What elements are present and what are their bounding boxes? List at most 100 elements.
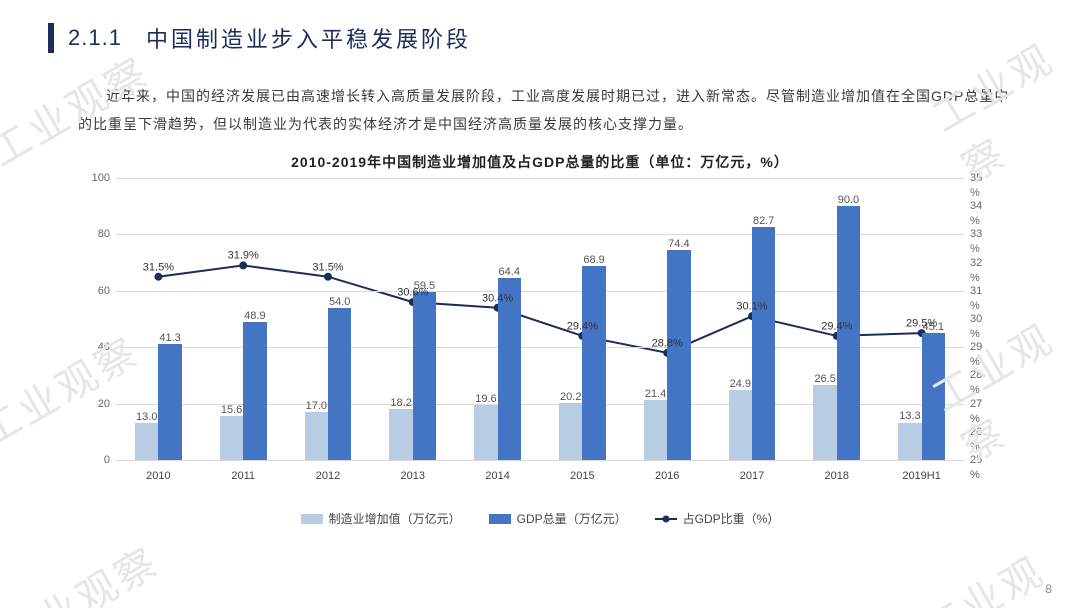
section-number: 2.1.1 bbox=[68, 25, 122, 51]
line-point-label: 31.5% bbox=[143, 261, 174, 273]
bar-label-gdp: 48.9 bbox=[244, 310, 265, 322]
section-title: 中国制造业步入平稳发展阶段 bbox=[146, 22, 471, 54]
line-point bbox=[239, 261, 247, 269]
line-point-label: 31.9% bbox=[228, 250, 259, 262]
line-point-label: 29.4% bbox=[821, 320, 852, 332]
y-right-tick: 31 bbox=[970, 285, 1000, 297]
line-point-label: 29.5% bbox=[906, 317, 937, 329]
y-right-tick: 33 bbox=[970, 228, 1000, 240]
y-right-tick-unit: % bbox=[970, 272, 1000, 284]
x-tick-label: 2015 bbox=[570, 470, 594, 482]
bar-mfg-value-added bbox=[898, 423, 921, 461]
y-right-tick-unit: % bbox=[970, 441, 1000, 453]
bar-label-gdp: 82.7 bbox=[753, 215, 774, 227]
line-point bbox=[324, 273, 332, 281]
bar-label-gdp: 74.4 bbox=[668, 238, 689, 250]
legend-label: 制造业增加值（万亿元） bbox=[329, 510, 461, 527]
bar-label-gdp: 54.0 bbox=[329, 296, 350, 308]
y-right-tick: 25 bbox=[970, 454, 1000, 466]
y-left-tick: 0 bbox=[80, 454, 110, 466]
y-right-tick-unit: % bbox=[970, 300, 1000, 312]
line-point-label: 31.5% bbox=[312, 261, 343, 273]
bar-mfg-value-added bbox=[305, 412, 328, 460]
y-right-tick-unit: % bbox=[970, 187, 1000, 199]
chart-legend: 制造业增加值（万亿元） GDP总量（万亿元） 占GDP比重（%） bbox=[78, 510, 1002, 527]
bar-label-mfg: 13.3 bbox=[899, 410, 920, 422]
x-tick-label: 2012 bbox=[316, 470, 340, 482]
y-left-tick: 80 bbox=[80, 228, 110, 240]
y-right-tick-unit: % bbox=[970, 384, 1000, 396]
x-tick-label: 2016 bbox=[655, 470, 679, 482]
bar-mfg-value-added bbox=[389, 409, 412, 460]
y-right-tick: 35 bbox=[970, 172, 1000, 184]
line-point-label: 30.4% bbox=[482, 292, 513, 304]
gridline bbox=[116, 178, 964, 179]
line-point-label: 30.1% bbox=[736, 301, 767, 313]
bar-mfg-value-added bbox=[559, 403, 582, 460]
legend-item: GDP总量（万亿元） bbox=[489, 510, 627, 527]
line-point-label: 29.4% bbox=[567, 320, 598, 332]
x-tick-label: 2014 bbox=[485, 470, 509, 482]
y-right-tick-unit: % bbox=[970, 215, 1000, 227]
bar-label-mfg: 24.9 bbox=[730, 378, 751, 390]
bar-label-mfg: 19.6 bbox=[475, 393, 496, 405]
bar-label-mfg: 20.2 bbox=[560, 391, 581, 403]
heading-row: 2.1.1 中国制造业步入平稳发展阶段 bbox=[48, 22, 1032, 54]
legend-label: 占GDP比重（%） bbox=[683, 510, 780, 527]
bar-mfg-value-added bbox=[135, 423, 158, 460]
x-tick-label: 2010 bbox=[146, 470, 170, 482]
y-right-tick-unit: % bbox=[970, 356, 1000, 368]
y-left-tick: 40 bbox=[80, 341, 110, 353]
bar-gdp-total bbox=[243, 322, 266, 460]
chart-title: 2010-2019年中国制造业增加值及占GDP总量的比重（单位：万亿元，%） bbox=[78, 152, 1002, 172]
line-path bbox=[158, 265, 921, 352]
bar-gdp-total bbox=[328, 308, 351, 460]
x-tick-label: 2011 bbox=[231, 470, 255, 482]
bar-mfg-value-added bbox=[474, 405, 497, 460]
y-right-tick-unit: % bbox=[970, 243, 1000, 255]
bar-label-mfg: 26.5 bbox=[814, 373, 835, 385]
chart-plot: 02040608010025%26%27%28%29%30%31%32%33%3… bbox=[78, 178, 1002, 488]
plot-area: 02040608010025%26%27%28%29%30%31%32%33%3… bbox=[116, 178, 964, 460]
legend-item: 占GDP比重（%） bbox=[655, 510, 780, 527]
bar-gdp-total bbox=[837, 206, 860, 460]
watermark-text: 工业观察 bbox=[0, 530, 169, 608]
slide: 2.1.1 中国制造业步入平稳发展阶段 近年来，中国的经济发展已由高速增长转入高… bbox=[0, 0, 1080, 608]
y-right-tick: 30 bbox=[970, 313, 1000, 325]
y-left-tick: 100 bbox=[80, 172, 110, 184]
y-right-tick: 32 bbox=[970, 257, 1000, 269]
y-right-tick-unit: % bbox=[970, 328, 1000, 340]
legend-swatch-box bbox=[301, 514, 323, 524]
bar-gdp-total bbox=[667, 250, 690, 460]
bar-mfg-value-added bbox=[644, 400, 667, 460]
bar-mfg-value-added bbox=[729, 390, 752, 460]
y-right-tick: 34 bbox=[970, 200, 1000, 212]
legend-item: 制造业增加值（万亿元） bbox=[301, 510, 461, 527]
bar-gdp-total bbox=[413, 292, 436, 460]
y-left-tick: 20 bbox=[80, 398, 110, 410]
bar-label-mfg: 13.0 bbox=[136, 411, 157, 423]
line-point-label: 30.6% bbox=[397, 286, 428, 298]
bar-gdp-total bbox=[582, 266, 605, 460]
legend-swatch-line bbox=[655, 518, 677, 520]
bar-label-mfg: 17.0 bbox=[306, 400, 327, 412]
bar-label-gdp: 90.0 bbox=[838, 194, 859, 206]
line-point bbox=[154, 273, 162, 281]
bar-label-gdp: 64.4 bbox=[499, 266, 520, 278]
bar-label-mfg: 21.4 bbox=[645, 388, 666, 400]
y-right-tick-unit: % bbox=[970, 413, 1000, 425]
bar-gdp-total bbox=[752, 227, 775, 460]
x-tick-label: 2013 bbox=[401, 470, 425, 482]
bar-mfg-value-added bbox=[220, 416, 243, 460]
chart-container: 2010-2019年中国制造业增加值及占GDP总量的比重（单位：万亿元，%） 0… bbox=[78, 152, 1002, 532]
y-left-tick: 60 bbox=[80, 285, 110, 297]
x-tick-label: 2019H1 bbox=[902, 470, 941, 482]
legend-swatch-box bbox=[489, 514, 511, 524]
y-right-tick: 27 bbox=[970, 398, 1000, 410]
page-number: 8 bbox=[1045, 582, 1052, 596]
bar-label-gdp: 68.9 bbox=[583, 254, 604, 266]
bar-gdp-total bbox=[498, 278, 521, 460]
watermark-text: 工业观察 bbox=[911, 530, 1080, 608]
bar-label-gdp: 41.3 bbox=[159, 332, 180, 344]
bar-gdp-total bbox=[922, 333, 945, 460]
